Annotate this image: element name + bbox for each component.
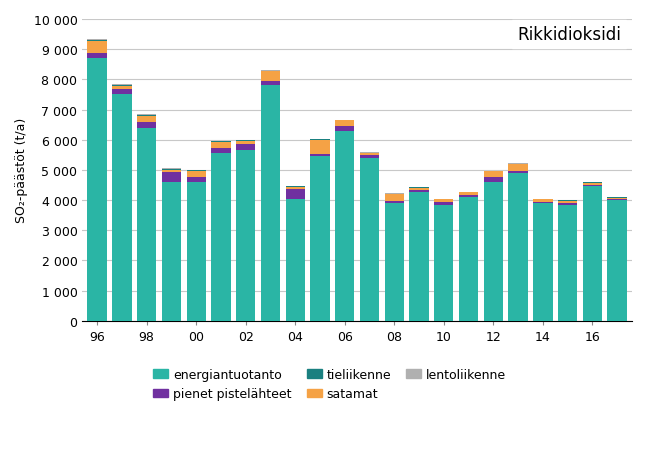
Bar	[162, 169, 181, 170]
Bar	[335, 121, 355, 126]
Bar	[212, 142, 230, 149]
Bar	[236, 141, 256, 145]
Bar	[459, 193, 478, 196]
Bar	[137, 117, 157, 122]
Bar	[285, 189, 305, 199]
Bar	[360, 154, 379, 156]
Bar	[137, 122, 157, 129]
Text: Rikkidioksidi: Rikkidioksidi	[517, 26, 621, 44]
Bar	[583, 187, 602, 321]
Bar	[484, 178, 503, 183]
Bar	[162, 173, 181, 183]
Bar	[186, 172, 206, 178]
Legend: energiantuotanto, pienet pistelähteet, tieliikenne, satamat, lentoliikenne: energiantuotanto, pienet pistelähteet, t…	[148, 363, 511, 406]
Bar	[162, 170, 181, 173]
Bar	[285, 188, 305, 189]
Bar	[186, 178, 206, 183]
Bar	[335, 126, 355, 131]
Bar	[112, 84, 131, 86]
Bar	[360, 156, 379, 159]
Bar	[311, 155, 330, 157]
Bar	[484, 172, 503, 178]
Bar	[434, 203, 454, 205]
Bar	[236, 151, 256, 321]
Bar	[410, 188, 429, 191]
Bar	[558, 203, 577, 205]
Bar	[112, 86, 131, 87]
Bar	[87, 40, 107, 41]
Bar	[410, 193, 429, 321]
Bar	[533, 204, 553, 321]
Bar	[384, 195, 404, 202]
Bar	[162, 183, 181, 321]
Bar	[212, 149, 230, 154]
Bar	[608, 199, 627, 200]
Bar	[384, 202, 404, 204]
Bar	[558, 201, 577, 203]
Bar	[509, 171, 528, 174]
Bar	[112, 95, 131, 321]
Bar	[410, 191, 429, 193]
Bar	[186, 170, 206, 171]
Bar	[311, 140, 330, 155]
Bar	[137, 116, 157, 117]
Bar	[608, 198, 627, 199]
Bar	[186, 171, 206, 172]
Bar	[186, 183, 206, 321]
Bar	[212, 141, 230, 142]
Bar	[335, 131, 355, 321]
Bar	[583, 183, 602, 185]
Bar	[434, 200, 454, 203]
Bar	[384, 204, 404, 321]
Y-axis label: SO₂-päästöt (t/a): SO₂-päästöt (t/a)	[15, 118, 28, 223]
Bar	[261, 82, 280, 86]
Bar	[360, 159, 379, 321]
Bar	[533, 200, 553, 202]
Bar	[434, 205, 454, 321]
Bar	[285, 199, 305, 321]
Bar	[261, 72, 280, 82]
Bar	[261, 86, 280, 321]
Bar	[459, 198, 478, 321]
Bar	[137, 129, 157, 321]
Bar	[311, 157, 330, 321]
Bar	[112, 90, 131, 95]
Bar	[509, 165, 528, 171]
Bar	[459, 196, 478, 198]
Bar	[583, 185, 602, 187]
Bar	[87, 42, 107, 54]
Bar	[236, 145, 256, 151]
Bar	[484, 183, 503, 321]
Bar	[87, 41, 107, 42]
Bar	[112, 87, 131, 90]
Bar	[509, 174, 528, 321]
Bar	[212, 154, 230, 321]
Bar	[533, 202, 553, 204]
Bar	[558, 205, 577, 321]
Bar	[608, 200, 627, 321]
Bar	[87, 59, 107, 321]
Bar	[87, 54, 107, 59]
Bar	[137, 115, 157, 116]
